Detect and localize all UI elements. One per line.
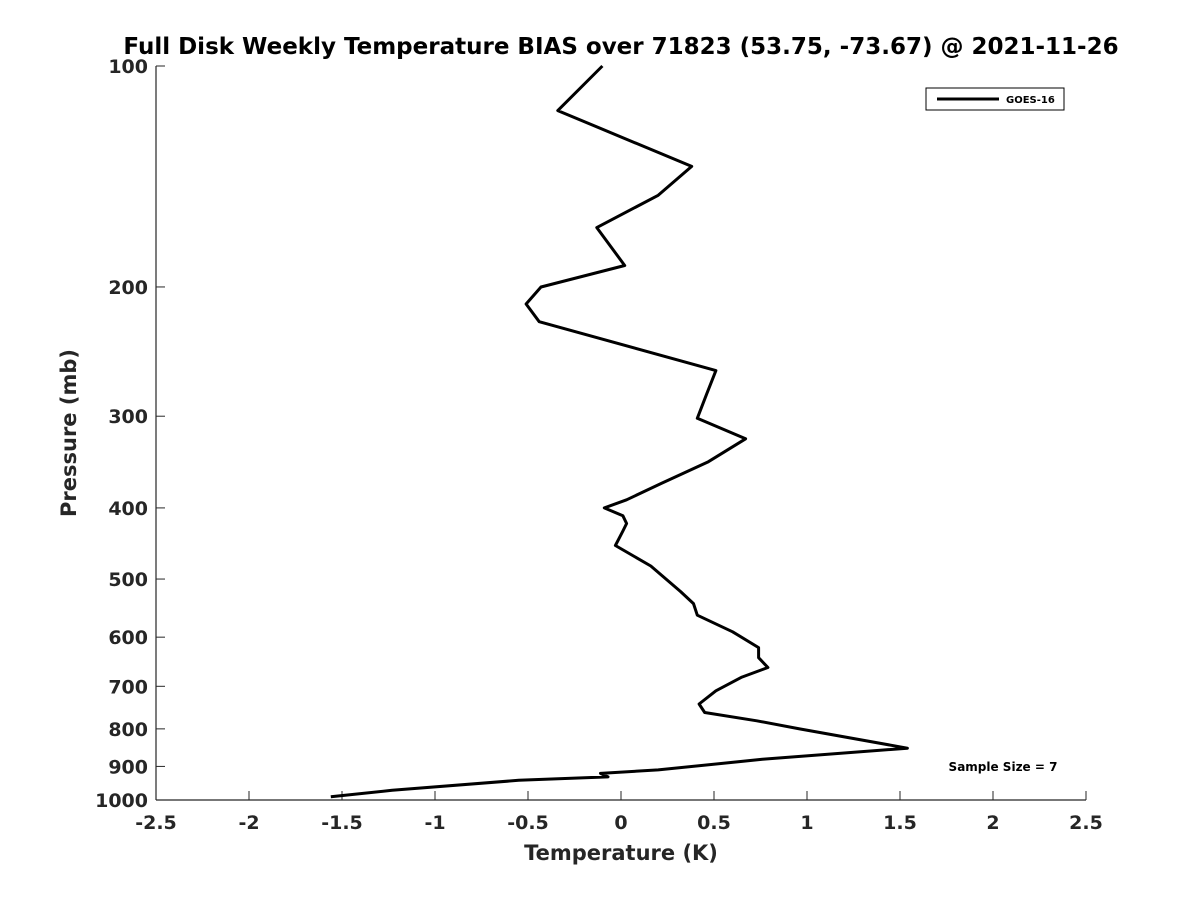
chart-title: Full Disk Weekly Temperature BIAS over 7…: [123, 34, 1118, 60]
x-tick-label: 1: [800, 812, 813, 834]
x-tick-label: -1: [424, 812, 445, 834]
y-tick-label: 400: [108, 498, 148, 520]
y-tick-label: 1000: [95, 790, 148, 812]
legend: GOES-16: [925, 87, 1065, 111]
x-tick-label: -2.5: [135, 812, 177, 834]
y-tick-label: 300: [108, 406, 148, 428]
x-tick-label: 0.5: [697, 812, 731, 834]
y-tick-label: 900: [108, 756, 148, 778]
y-axis-label: Pressure (mb): [57, 349, 81, 517]
y-tick-label: 700: [108, 676, 148, 698]
x-tick-label: -0.5: [507, 812, 549, 834]
y-tick-label: 200: [108, 277, 148, 299]
y-tick-label: 100: [108, 56, 148, 78]
x-axis-ticks: -2.5 -2 -1.5 -1 -0.5 0 0.5 1 1.5 2 2.5: [135, 791, 1103, 834]
y-tick-label: 600: [108, 627, 148, 649]
series-line-goes-16: [330, 64, 909, 799]
y-tick-label: 800: [108, 719, 148, 741]
y-axis-ticks: 100 200 300 400 500 600 700 800 900 1000: [95, 56, 165, 812]
x-axis-label: Temperature (K): [524, 841, 718, 865]
x-tick-label: 2.5: [1069, 812, 1103, 834]
x-tick-label: 0: [614, 812, 627, 834]
y-tick-label: 500: [108, 569, 148, 591]
sample-size-annotation: Sample Size = 7: [949, 760, 1058, 774]
x-tick-label: -1.5: [321, 812, 363, 834]
x-tick-label: 1.5: [883, 812, 917, 834]
legend-entry-goes-16: GOES-16: [1006, 95, 1055, 106]
x-tick-label: -2: [238, 812, 259, 834]
x-tick-label: 2: [986, 812, 999, 834]
